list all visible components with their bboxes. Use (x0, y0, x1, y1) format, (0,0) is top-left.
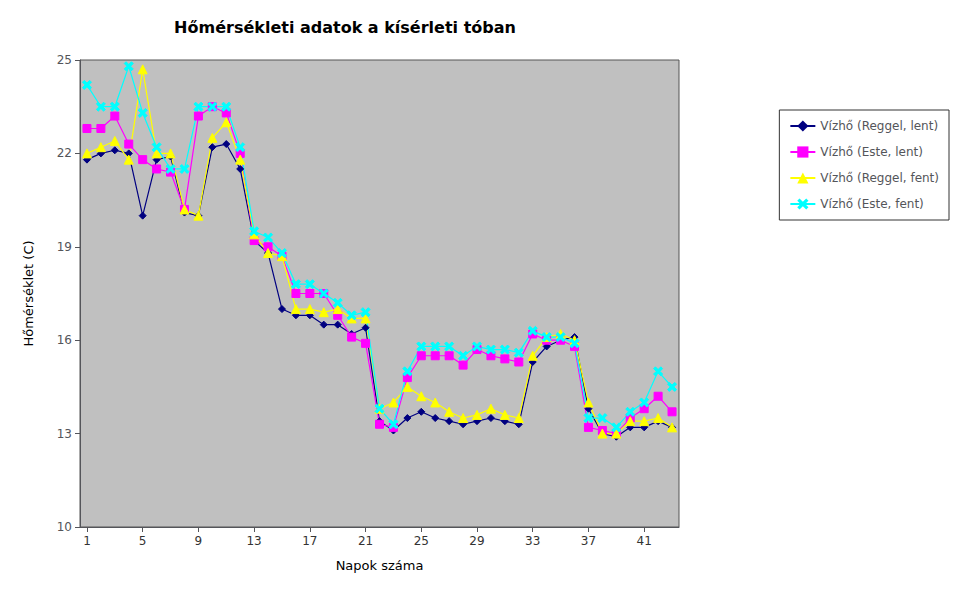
svg-text:19: 19 (57, 240, 72, 254)
svg-text:9: 9 (195, 534, 203, 548)
svg-text:Hőmérsékleti adatok a kísérlet: Hőmérsékleti adatok a kísérleti tóban (174, 18, 516, 37)
svg-text:25: 25 (57, 53, 72, 67)
svg-text:16: 16 (57, 333, 72, 347)
svg-text:13: 13 (57, 427, 72, 441)
svg-text:22: 22 (57, 146, 72, 160)
svg-text:17: 17 (302, 534, 317, 548)
svg-text:5: 5 (139, 534, 147, 548)
svg-text:Napok száma: Napok száma (336, 558, 424, 573)
svg-text:Vízhő (Reggel, lent): Vízhő (Reggel, lent) (820, 119, 938, 133)
svg-text:29: 29 (469, 534, 484, 548)
svg-text:Vízhő (Reggel, fent): Vízhő (Reggel, fent) (820, 171, 939, 185)
svg-text:37: 37 (581, 534, 596, 548)
svg-text:21: 21 (358, 534, 373, 548)
svg-text:41: 41 (637, 534, 652, 548)
svg-text:33: 33 (525, 534, 540, 548)
svg-text:Vízhő (Este, fent): Vízhő (Este, fent) (820, 197, 923, 211)
svg-text:1: 1 (83, 534, 91, 548)
svg-text:13: 13 (246, 534, 261, 548)
svg-text:Hőmérséklet (C): Hőmérséklet (C) (21, 240, 36, 346)
svg-text:25: 25 (414, 534, 429, 548)
svg-text:Vízhő (Este, lent): Vízhő (Este, lent) (820, 145, 923, 159)
svg-text:10: 10 (57, 520, 72, 534)
